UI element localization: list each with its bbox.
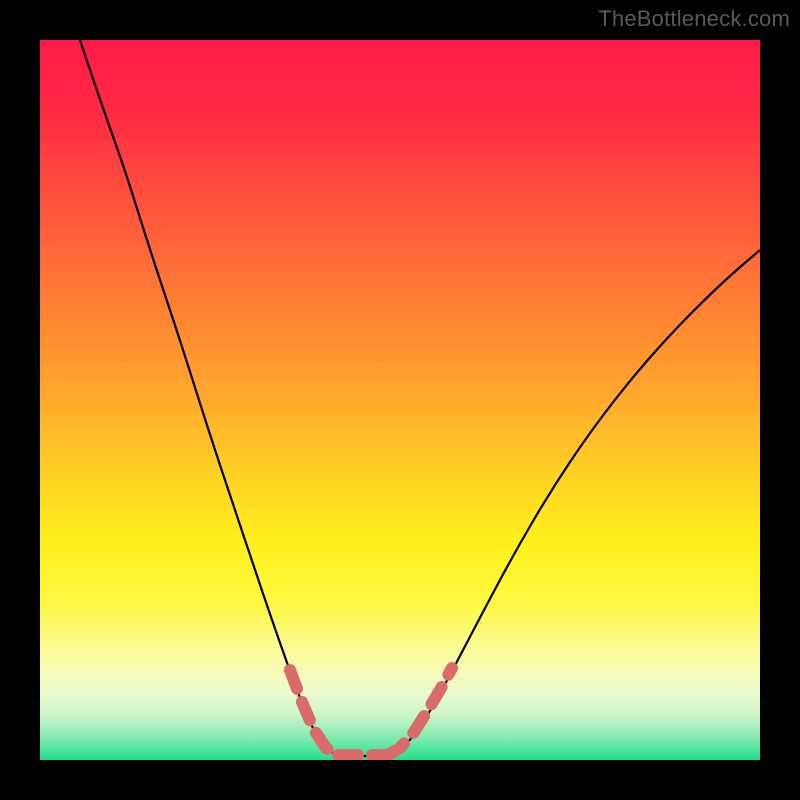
- plot-area: [40, 40, 760, 760]
- highlight-dash-left: [290, 670, 338, 755]
- highlight-dash-right: [388, 668, 452, 755]
- watermark-text: TheBottleneck.com: [598, 6, 790, 32]
- curve-layer: [40, 40, 760, 760]
- v-curve-line: [80, 40, 760, 756]
